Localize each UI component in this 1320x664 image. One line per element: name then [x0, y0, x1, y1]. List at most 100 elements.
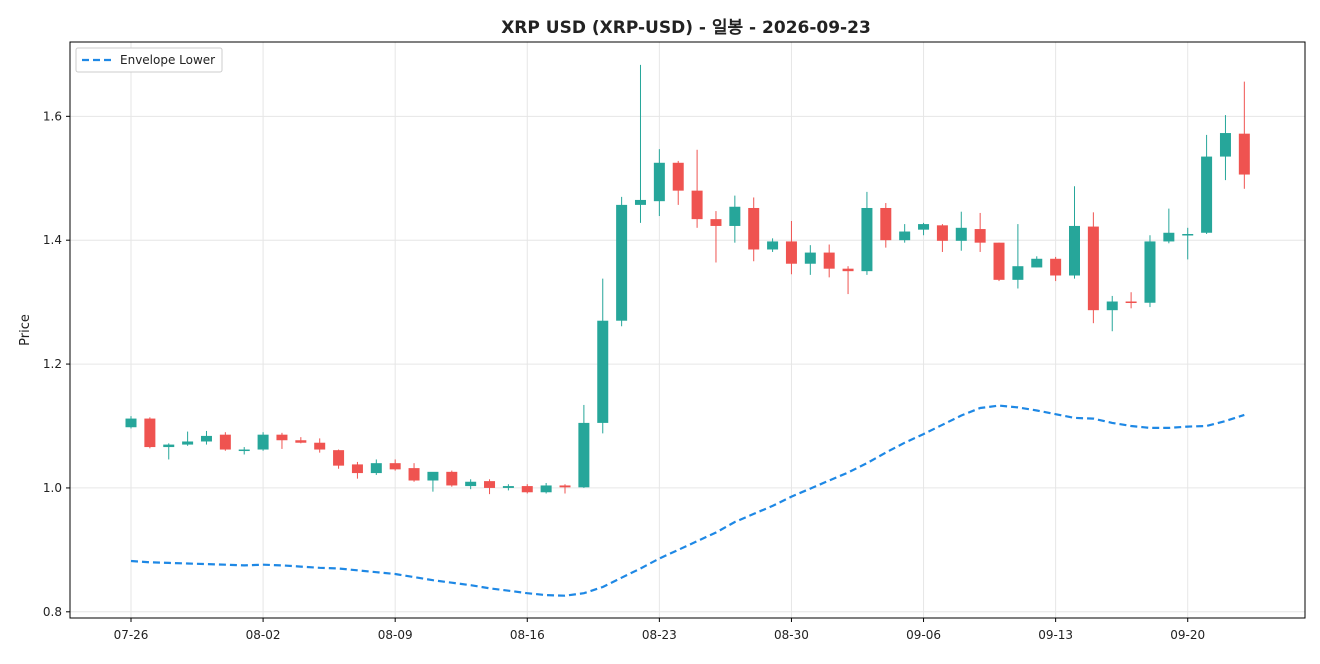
- candle-08-12[interactable]: [446, 470, 458, 487]
- candle-09-04[interactable]: [880, 203, 892, 248]
- candle-08-24[interactable]: [672, 160, 684, 205]
- candle-08-16[interactable]: [521, 484, 533, 494]
- candle-body: [314, 442, 326, 450]
- plot-frame: [69, 41, 1306, 619]
- candle-08-11[interactable]: [427, 471, 439, 492]
- candle-body: [1182, 234, 1194, 236]
- candle-09-01[interactable]: [823, 244, 835, 278]
- y-tick-label: 1.4: [43, 233, 62, 247]
- candle-09-12[interactable]: [1031, 256, 1043, 268]
- candle-08-17[interactable]: [540, 482, 552, 494]
- x-tick-label: 09-13: [1038, 628, 1073, 642]
- candle-08-20[interactable]: [597, 278, 609, 434]
- candle-09-13[interactable]: [1050, 256, 1062, 282]
- candle-09-06[interactable]: [918, 222, 930, 236]
- candle-09-09[interactable]: [974, 212, 986, 252]
- candle-08-19[interactable]: [578, 404, 590, 488]
- candle-body: [408, 468, 420, 481]
- candle-08-09[interactable]: [389, 459, 401, 471]
- candle-09-19[interactable]: [1163, 208, 1175, 244]
- candle-body: [125, 418, 137, 428]
- candle-body: [842, 268, 854, 272]
- candle-08-10[interactable]: [408, 463, 420, 482]
- x-tick-label: 07-26: [114, 628, 149, 642]
- candle-08-04[interactable]: [295, 437, 307, 444]
- candle-08-29[interactable]: [767, 238, 779, 252]
- y-tick-label: 1.6: [43, 109, 62, 123]
- x-tick-label: 08-16: [510, 628, 545, 642]
- candle-09-05[interactable]: [899, 224, 911, 243]
- candle-body: [521, 486, 533, 493]
- candle-08-23[interactable]: [653, 149, 665, 217]
- candle-09-16[interactable]: [1106, 295, 1118, 332]
- candle-07-31[interactable]: [219, 432, 231, 451]
- candle-09-03[interactable]: [861, 191, 873, 275]
- candle-07-30[interactable]: [200, 430, 212, 445]
- candle-07-26[interactable]: [125, 416, 137, 429]
- candle-09-08[interactable]: [955, 211, 967, 251]
- candle-08-25[interactable]: [691, 149, 703, 228]
- candle-09-23[interactable]: [1238, 81, 1250, 189]
- candle-09-18[interactable]: [1144, 235, 1156, 308]
- candle-08-26[interactable]: [710, 211, 722, 263]
- candle-07-27[interactable]: [144, 417, 156, 449]
- x-tick-label: 09-20: [1170, 628, 1205, 642]
- candle-body: [1163, 232, 1175, 242]
- candle-09-10[interactable]: [993, 242, 1005, 282]
- candles: [125, 64, 1250, 495]
- candle-body: [219, 434, 231, 450]
- candle-body: [672, 162, 684, 191]
- candle-09-11[interactable]: [1012, 224, 1024, 289]
- candle-08-21[interactable]: [616, 196, 628, 327]
- candle-08-31[interactable]: [804, 245, 816, 275]
- candle-08-28[interactable]: [748, 197, 760, 262]
- candle-09-02[interactable]: [842, 266, 854, 295]
- candle-body: [1069, 225, 1080, 276]
- candle-08-02[interactable]: [257, 432, 269, 451]
- candle-body: [389, 463, 401, 470]
- candle-07-29[interactable]: [182, 431, 194, 446]
- candle-08-18[interactable]: [559, 484, 571, 494]
- candle-07-28[interactable]: [163, 443, 175, 460]
- candle-body: [351, 464, 363, 474]
- candle-09-07[interactable]: [936, 224, 948, 252]
- candle-08-14[interactable]: [484, 479, 496, 495]
- candle-body: [427, 471, 439, 481]
- candle-08-01[interactable]: [238, 447, 250, 455]
- candle-body: [634, 199, 646, 205]
- candle-08-15[interactable]: [502, 484, 514, 491]
- x-axis: 07-26 08-02 08-09 08-16 08-23 08-30 09-06 09-13…: [114, 618, 1205, 642]
- candle-09-22[interactable]: [1219, 115, 1231, 181]
- candle-body: [276, 434, 288, 441]
- candle-08-08[interactable]: [370, 459, 382, 475]
- candle-08-05[interactable]: [314, 438, 326, 453]
- candle-08-30[interactable]: [785, 220, 797, 275]
- candle-body: [1238, 133, 1250, 175]
- y-axis-label: Price: [18, 314, 33, 346]
- candle-09-15[interactable]: [1087, 212, 1099, 324]
- candle-body: [484, 481, 496, 488]
- x-tick-label: 09-06: [906, 628, 941, 642]
- candle-08-22[interactable]: [634, 64, 646, 223]
- legend-label-envelope-lower: Envelope Lower: [120, 53, 215, 67]
- candle-09-21[interactable]: [1201, 134, 1213, 234]
- candle-09-20[interactable]: [1182, 227, 1194, 260]
- candle-08-07[interactable]: [351, 461, 363, 479]
- candle-body: [502, 486, 514, 488]
- candle-08-03[interactable]: [276, 432, 288, 449]
- x-tick-label: 08-23: [642, 628, 677, 642]
- candle-body: [163, 444, 175, 448]
- candle-09-17[interactable]: [1125, 292, 1137, 309]
- candle-body: [955, 227, 967, 241]
- candle-08-13[interactable]: [465, 479, 477, 490]
- candle-08-27[interactable]: [729, 195, 741, 243]
- chart-title: XRP USD (XRP-USD) - 일봉 - 2026-09-23: [501, 18, 871, 38]
- legend[interactable]: Envelope Lower: [75, 47, 223, 73]
- candle-body: [540, 485, 552, 493]
- candle-09-14[interactable]: [1069, 186, 1080, 279]
- candle-body: [1050, 258, 1062, 276]
- candle-08-06[interactable]: [333, 449, 345, 469]
- candle-body: [729, 206, 741, 226]
